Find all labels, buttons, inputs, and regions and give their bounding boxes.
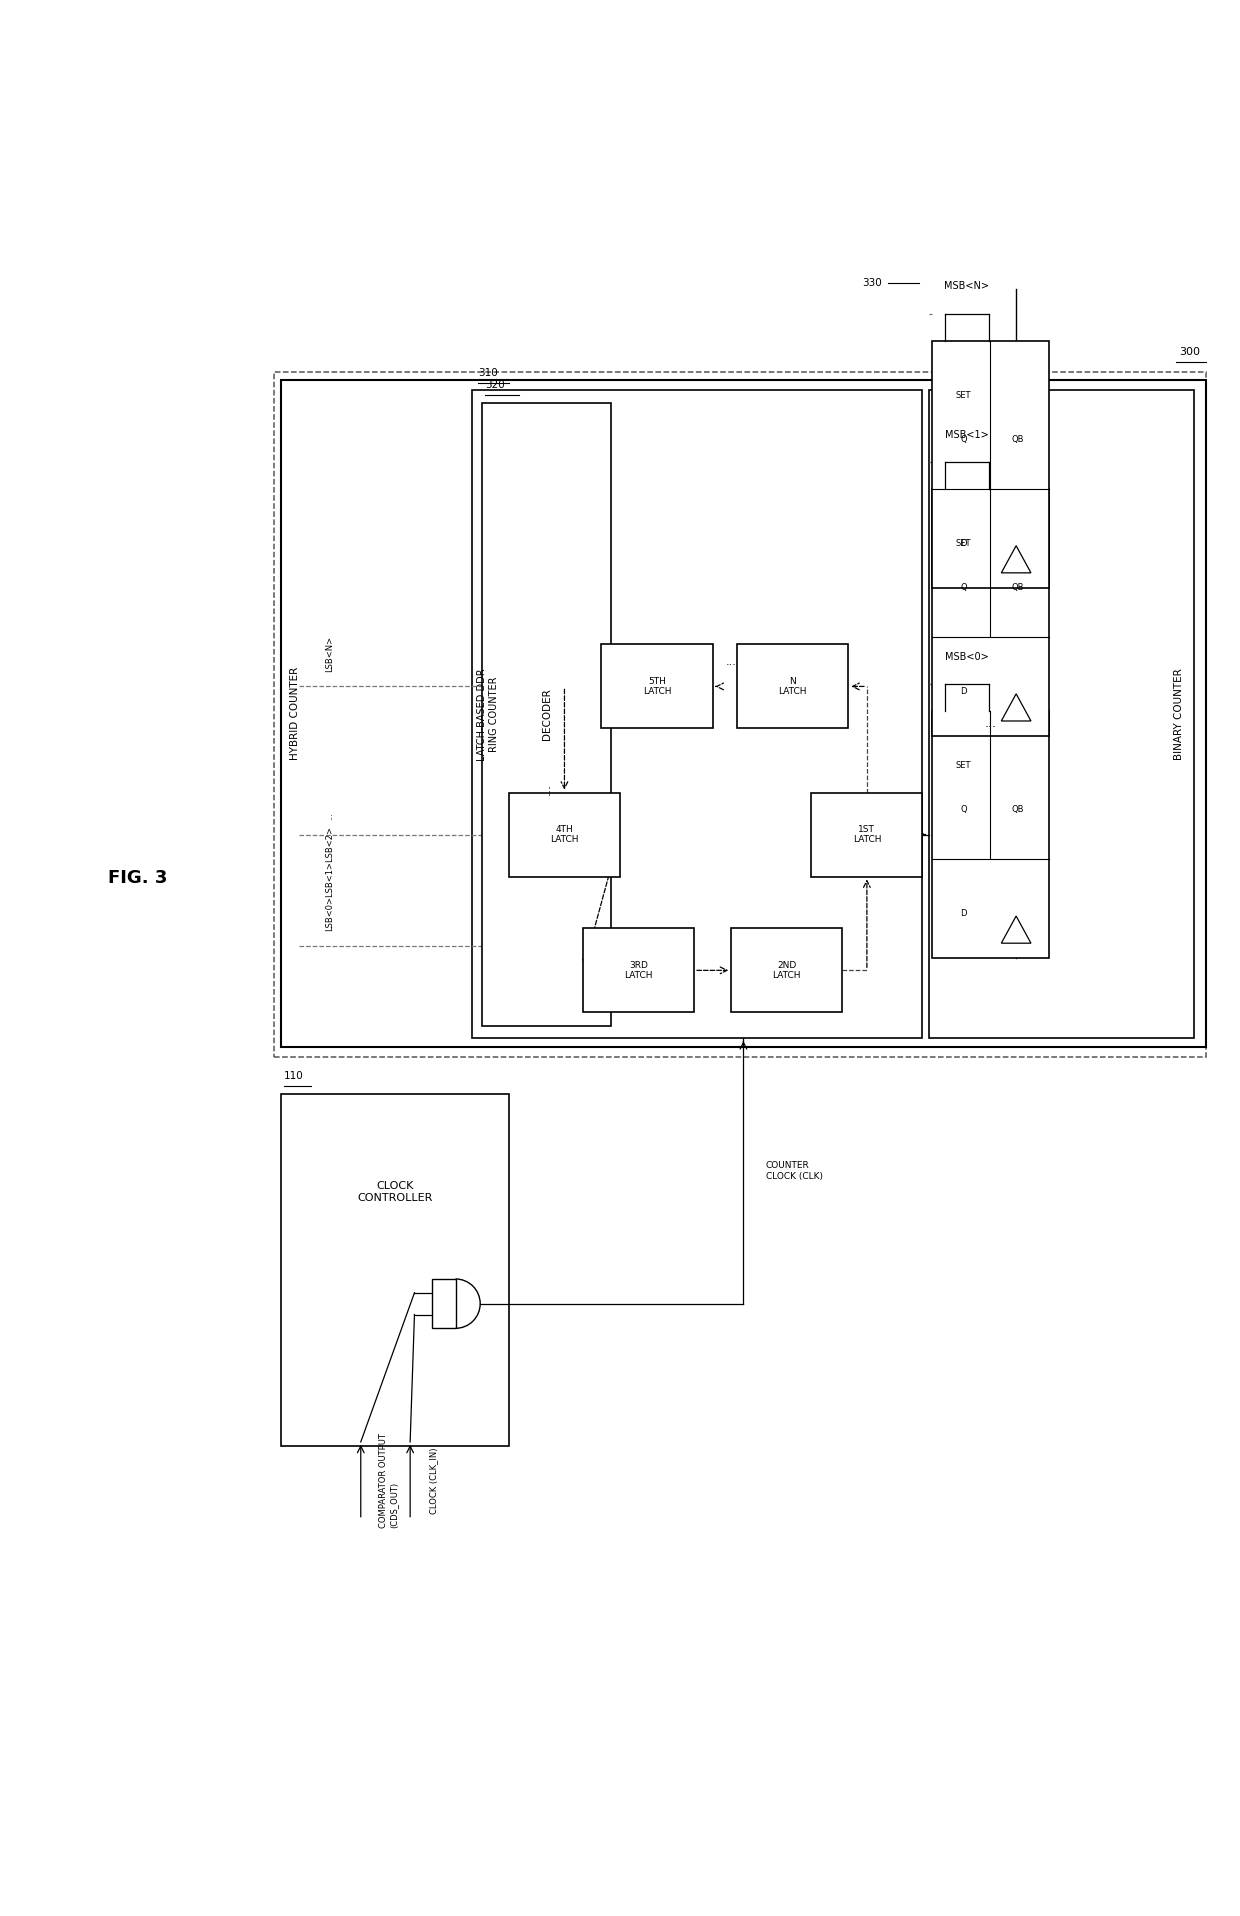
Bar — [601, 644, 713, 728]
Text: Q: Q — [960, 435, 967, 445]
Bar — [280, 379, 1207, 1046]
Text: N
LATCH: N LATCH — [779, 676, 807, 696]
Text: D: D — [960, 538, 967, 548]
Bar — [508, 793, 620, 876]
Text: 2ND
LATCH: 2ND LATCH — [773, 960, 801, 981]
Text: ...: ... — [985, 717, 996, 730]
Text: ...: ... — [541, 784, 553, 795]
Text: SET: SET — [956, 761, 971, 770]
Text: 5TH
LATCH: 5TH LATCH — [642, 676, 671, 696]
Text: 320: 320 — [485, 379, 505, 391]
Text: QB: QB — [1011, 805, 1023, 814]
Bar — [274, 372, 1207, 1058]
Text: 3RD
LATCH: 3RD LATCH — [624, 960, 652, 981]
Text: LSB<0>LSB<1>LSB<2>: LSB<0>LSB<1>LSB<2> — [325, 826, 335, 931]
Text: ...: ... — [725, 657, 737, 667]
Text: BINARY COUNTER: BINARY COUNTER — [1174, 669, 1184, 761]
Text: 300: 300 — [1179, 347, 1200, 356]
Bar — [482, 402, 611, 1025]
Text: QB: QB — [1011, 582, 1023, 592]
Text: DECODER: DECODER — [542, 688, 552, 740]
Text: 330: 330 — [863, 278, 883, 287]
Bar — [931, 711, 1049, 958]
Text: MSB<N>: MSB<N> — [945, 282, 990, 291]
Text: 4TH
LATCH: 4TH LATCH — [551, 826, 579, 845]
Bar — [931, 341, 1049, 588]
Text: SET: SET — [956, 391, 971, 400]
Text: LATCH-BASED DDR
RING COUNTER: LATCH-BASED DDR RING COUNTER — [477, 669, 498, 761]
Text: COMPARATOR OUTPUT
(CDS_OUT): COMPARATOR OUTPUT (CDS_OUT) — [379, 1433, 399, 1529]
Text: MSB<0>: MSB<0> — [945, 651, 988, 661]
Text: COUNTER
CLOCK (CLK): COUNTER CLOCK (CLK) — [765, 1161, 822, 1180]
Bar — [432, 1280, 455, 1328]
Text: 110: 110 — [284, 1071, 304, 1081]
Bar — [929, 391, 1194, 1038]
Text: Q: Q — [960, 805, 967, 814]
Text: MSB<1>: MSB<1> — [945, 429, 988, 439]
Bar — [732, 929, 842, 1012]
Bar — [931, 489, 1049, 736]
Bar — [583, 929, 694, 1012]
Bar — [811, 793, 923, 876]
Text: CLOCK (CLK_IN): CLOCK (CLK_IN) — [429, 1447, 438, 1514]
Text: LSB<N>: LSB<N> — [325, 636, 335, 673]
Text: FIG. 3: FIG. 3 — [108, 868, 167, 887]
Text: 1ST
LATCH: 1ST LATCH — [853, 826, 882, 845]
Bar — [280, 1094, 508, 1445]
Text: D: D — [960, 686, 967, 696]
Text: SET: SET — [956, 538, 971, 548]
Text: 310: 310 — [479, 368, 497, 377]
Text: HYBRID COUNTER: HYBRID COUNTER — [290, 667, 300, 761]
Text: D: D — [960, 908, 967, 918]
Text: Q: Q — [960, 582, 967, 592]
Text: CLOCK
CONTROLLER: CLOCK CONTROLLER — [357, 1182, 433, 1203]
Bar — [738, 644, 848, 728]
Bar — [472, 391, 923, 1038]
Text: QB: QB — [1011, 435, 1023, 445]
Text: ...: ... — [325, 812, 335, 820]
